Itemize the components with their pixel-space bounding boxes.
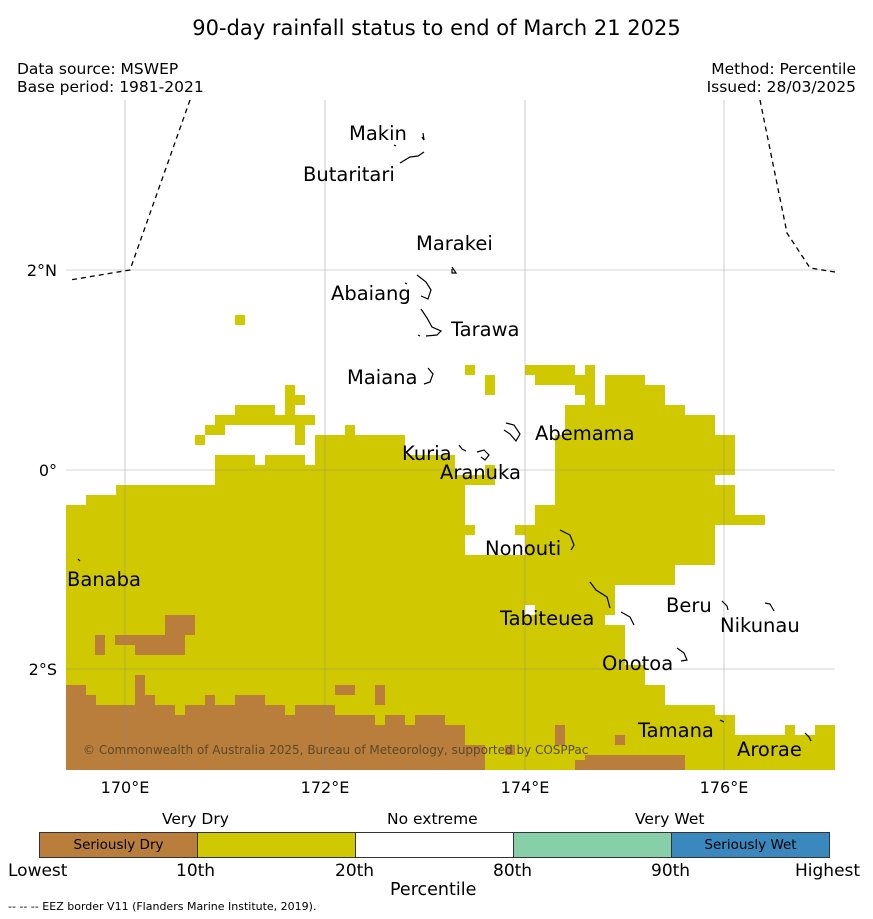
makin-outline	[421, 132, 425, 141]
abaiang-islet	[404, 282, 408, 285]
legend-tick-10th: 10th	[176, 861, 216, 881]
legend-header-very-dry: Very Dry	[162, 810, 229, 828]
data-source-text: Data source: MSWEP	[17, 60, 179, 78]
butaritari-outline	[399, 151, 425, 164]
place-label-nonouti: Nonouti	[485, 537, 561, 560]
legend-swatch-very-wet	[513, 832, 672, 858]
legend-swatch-seriously-dry: Seriously Dry	[39, 832, 198, 858]
place-label-banaba: Banaba	[67, 568, 141, 591]
method-text: Method: Percentile	[711, 60, 856, 78]
banaba-outline	[77, 558, 81, 562]
place-label-abemama: Abemama	[535, 422, 635, 445]
place-label-makin: Makin	[349, 122, 407, 145]
base-period-text: Base period: 1981-2021	[17, 78, 204, 96]
eez-footnote: -- -- -- EEZ border V11 (Flanders Marine…	[8, 900, 317, 913]
arorae-outline	[804, 732, 812, 742]
map-title: 90-day rainfall status to end of March 2…	[192, 16, 681, 40]
legend-tick-80th: 80th	[493, 861, 533, 881]
lon-label-176e: 176°E	[700, 778, 749, 797]
place-label-kuria: Kuria	[402, 442, 452, 465]
kuria-outline	[458, 444, 467, 452]
very-dry-region	[66, 315, 835, 770]
tarawa-outline	[420, 308, 443, 337]
tabiteuea-north-outline	[589, 581, 611, 609]
place-label-arorae: Arorae	[737, 738, 802, 761]
onotoa-outline	[676, 647, 688, 662]
eez-border	[69, 99, 836, 281]
seriously-dry-region	[66, 615, 685, 770]
tarawa-islet	[417, 334, 421, 337]
lon-label-174e: 174°E	[501, 778, 550, 797]
place-label-tarawa: Tarawa	[450, 318, 520, 341]
legend-tick-20th: 20th	[335, 861, 375, 881]
latitude-labels: 2°N 0° 2°S	[27, 261, 57, 679]
place-label-beru: Beru	[666, 594, 712, 617]
beru-outline	[721, 600, 729, 611]
lon-label-170e: 170°E	[101, 778, 150, 797]
maiana-outline	[423, 367, 434, 385]
place-label-nikunau: Nikunau	[720, 614, 800, 637]
legend-swatch-label: Seriously Dry	[73, 837, 164, 853]
data-info: Data source: MSWEP Base period: 1981-202…	[17, 60, 204, 96]
place-label-maiana: Maiana	[347, 366, 417, 389]
map-panel	[66, 99, 836, 770]
legend-header-very-wet: Very Wet	[635, 810, 705, 828]
nikunau-outline	[764, 602, 775, 612]
issued-text: Issued: 28/03/2025	[706, 78, 856, 96]
copyright-notice: © Commonwealth of Australia 2025, Bureau…	[83, 743, 588, 757]
makin-islet	[393, 144, 397, 147]
place-label-butaritari: Butaritari	[303, 163, 395, 186]
legend-swatch-seriously-wet: Seriously Wet	[671, 832, 830, 858]
graticule	[66, 100, 835, 770]
place-label-aranuka: Aranuka	[440, 461, 521, 484]
place-label-marakei: Marakei	[416, 232, 493, 255]
legend-swatch-no-extreme	[355, 832, 514, 858]
aranuka-outline	[476, 449, 490, 461]
no-extreme-patches	[465, 455, 535, 615]
legend-tick-lowest: Lowest	[8, 861, 68, 881]
marakei-outline	[451, 266, 458, 274]
place-label-abaiang: Abaiang	[331, 282, 411, 305]
legend-swatch-label: Seriously Wet	[704, 837, 797, 853]
method-info: Method: Percentile Issued: 28/03/2025	[707, 60, 856, 96]
legend-tick-highest: Highest	[795, 861, 861, 881]
longitude-labels: 170°E 172°E 174°E 176°E	[101, 778, 749, 797]
legend-axis-title: Percentile	[390, 880, 477, 900]
lon-label-172e: 172°E	[301, 778, 350, 797]
lat-label-0: 0°	[39, 461, 57, 480]
place-label-tabiteuea: Tabiteuea	[499, 607, 594, 630]
lat-label-2n: 2°N	[27, 261, 57, 280]
tamana-outline	[719, 719, 725, 723]
abaiang-outline	[416, 274, 432, 300]
lat-label-2s: 2°S	[29, 660, 57, 679]
nonouti-outline	[559, 529, 575, 551]
legend-tick-90th: 90th	[651, 861, 691, 881]
tabiteuea-south-outline	[620, 611, 635, 626]
island-labels: Makin Butaritari Marakei Abaiang Tarawa …	[67, 122, 802, 761]
place-label-onotoa: Onotoa	[602, 652, 673, 675]
abemama-outline	[503, 422, 521, 443]
place-label-tamana: Tamana	[637, 719, 714, 742]
legend-header-no-extreme: No extreme	[387, 810, 478, 828]
island-outlines	[77, 132, 812, 742]
legend-swatch-very-dry	[197, 832, 356, 858]
